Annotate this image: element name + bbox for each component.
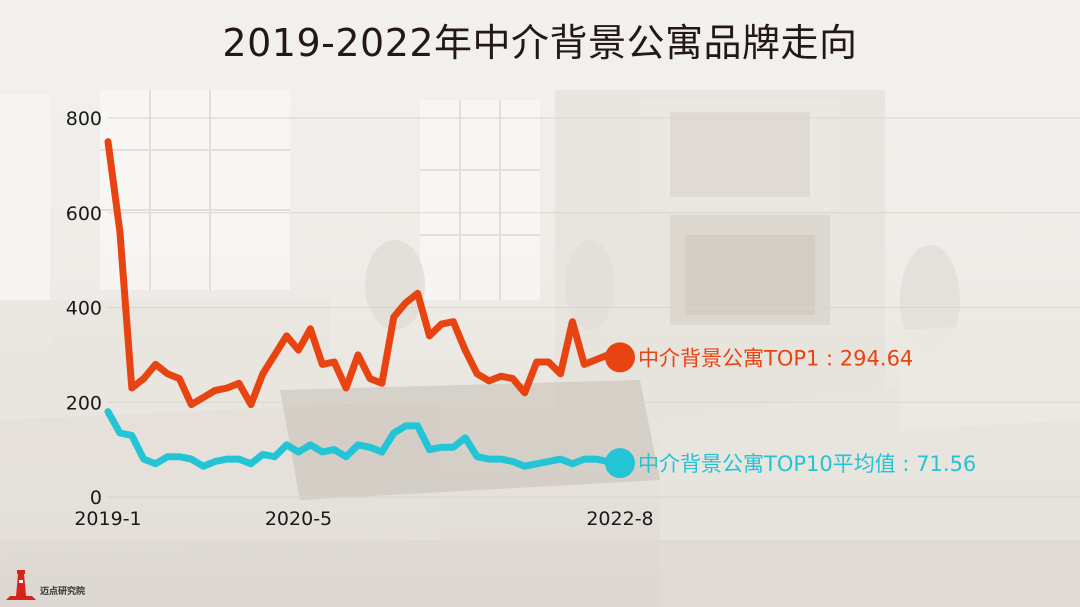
y-tick-label: 0 <box>90 487 102 509</box>
chart-title: 2019-2022年中介背景公寓品牌走向 <box>222 21 858 65</box>
series-end-label: 中介背景公寓TOP10平均值 : 71.56 <box>638 452 976 476</box>
y-tick-label: 600 <box>66 203 102 225</box>
logo: 迈点研究院 <box>4 566 124 602</box>
gridlines <box>108 117 1080 498</box>
x-axis-ticks: 2019-1 2020-5 2022-8 <box>74 508 653 530</box>
series-end-label: 中介背景公寓TOP1 : 294.64 <box>638 346 913 370</box>
x-tick-label: 2019-1 <box>74 508 141 530</box>
logo-text: 迈点研究院 <box>40 587 86 597</box>
y-tick-label: 400 <box>66 298 102 320</box>
series-lines <box>104 138 635 479</box>
series-end-labels: 中介背景公寓TOP1 : 294.64 中介背景公寓TOP10平均值 : 71.5… <box>638 346 976 476</box>
series-end-marker <box>605 342 635 373</box>
series-line-2 <box>104 408 624 470</box>
y-axis-ticks: 0 200 400 600 800 <box>66 108 102 509</box>
x-tick-label: 2022-8 <box>586 508 653 530</box>
y-tick-label: 200 <box>66 392 102 414</box>
y-tick-label: 800 <box>66 108 102 130</box>
x-tick-label: 2020-5 <box>265 508 332 530</box>
series-line-1 <box>104 138 624 409</box>
series-end-marker <box>605 448 635 479</box>
lighthouse-logo-icon <box>6 570 36 600</box>
